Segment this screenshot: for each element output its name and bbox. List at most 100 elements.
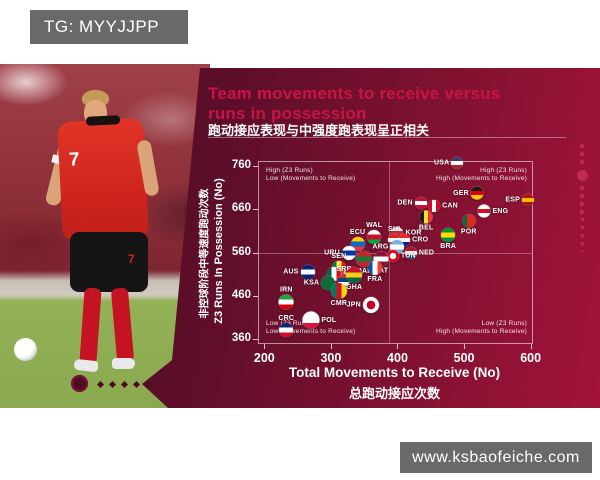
player-right-sock bbox=[110, 287, 135, 363]
y-tick bbox=[253, 165, 258, 167]
team-point-usa: USA bbox=[434, 157, 464, 170]
decor-dot bbox=[579, 159, 585, 165]
football-icon bbox=[14, 338, 37, 361]
y-tick bbox=[253, 209, 258, 211]
decor-dots-column bbox=[570, 140, 594, 265]
x-tick-label: 500 bbox=[453, 351, 475, 365]
chart-subtitle-zh: 跑动接应表现与中强度跑表现呈正相关 bbox=[208, 123, 430, 138]
tg-badge-label: TG: MYYJJPP bbox=[44, 17, 160, 36]
team-label: WAL bbox=[366, 222, 383, 230]
watermark-badge: www.ksbaofeiche.com bbox=[400, 442, 592, 473]
team-label: SEN bbox=[331, 252, 347, 260]
decor-dot bbox=[579, 209, 585, 215]
shirt-number: 7 bbox=[68, 149, 81, 171]
x-tick bbox=[397, 344, 399, 349]
x-tick bbox=[264, 344, 266, 349]
decor-dot bbox=[579, 143, 585, 149]
y-tick bbox=[253, 295, 258, 297]
x-tick bbox=[530, 344, 532, 349]
team-label: ESP bbox=[505, 196, 520, 204]
y-axis-label-zh: 非控球阶段中等速度跑动次数 bbox=[199, 188, 211, 319]
decor-dot bbox=[580, 241, 584, 246]
team-label: USA bbox=[434, 159, 450, 167]
analytics-panel: Team movements to receive versus runs in… bbox=[142, 68, 600, 408]
player-shorts: 7 bbox=[70, 232, 148, 292]
x-axis-label-zh: 总跑动接应次数 bbox=[348, 386, 440, 401]
x-axis-label: Total Movements to Receive (No) bbox=[288, 365, 501, 380]
team-point-por: POR bbox=[461, 214, 476, 236]
watermark-label: www.ksbaofeiche.com bbox=[412, 448, 580, 466]
pagination-dot bbox=[120, 380, 129, 389]
team-label: BRA bbox=[440, 243, 456, 251]
team-label: POR bbox=[460, 228, 477, 236]
quadrant-label-top-left: High (Z3 Runs) Low (Movements to Receive… bbox=[266, 167, 356, 182]
shorts-number: 7 bbox=[128, 252, 135, 266]
team-point-fra: FRA bbox=[367, 260, 382, 283]
pagination-dot bbox=[96, 380, 105, 389]
plot-area: High (Z3 Runs) Low (Movements to Receive… bbox=[232, 157, 541, 365]
team-label: ECU bbox=[349, 228, 366, 236]
chart-title-line1: Team movements to receive versus bbox=[208, 84, 501, 103]
player-photo: 7 7 bbox=[0, 64, 210, 408]
team-label: CRC bbox=[278, 315, 295, 322]
team-label: GHA bbox=[346, 284, 363, 292]
y-tick-label: 660 bbox=[231, 202, 251, 215]
team-label: MAR bbox=[355, 268, 373, 276]
x-tick-label: 300 bbox=[320, 351, 342, 365]
x-tick-label: 400 bbox=[387, 351, 408, 365]
decor-dot bbox=[579, 193, 585, 199]
team-point-ecu: ECU bbox=[350, 229, 365, 251]
y-tick-label: 760 bbox=[231, 158, 251, 171]
pagination-dot bbox=[144, 380, 153, 389]
y-tick bbox=[253, 252, 258, 254]
x-tick bbox=[464, 344, 466, 349]
player-left-sock bbox=[79, 287, 102, 365]
decor-dot bbox=[580, 233, 584, 238]
x-tick-label: 200 bbox=[253, 351, 275, 365]
decor-dot bbox=[579, 151, 585, 157]
chart-title-line2: runs in possession bbox=[208, 104, 367, 123]
decor-dot bbox=[579, 201, 585, 207]
chart-title: Team movements to receive versus runs in… bbox=[208, 84, 500, 124]
team-point-jpn: JPN bbox=[347, 296, 379, 313]
y-tick bbox=[253, 339, 258, 341]
decor-dot bbox=[579, 217, 585, 222]
pagination-decor bbox=[71, 375, 191, 393]
pagination-dot bbox=[132, 380, 141, 389]
team-label: AUS bbox=[283, 268, 299, 276]
decor-dot bbox=[579, 225, 585, 230]
team-label: URU bbox=[324, 249, 340, 257]
y-tick-label: 560 bbox=[231, 245, 251, 258]
team-label: GER bbox=[453, 189, 469, 197]
quadrant-label-bottom-right: Low (Z3 Runs) High (Movements to Receive… bbox=[435, 320, 527, 335]
team-point-ned: NED bbox=[404, 247, 434, 260]
team-label: CAN bbox=[442, 202, 458, 210]
team-point-cmr: CMR bbox=[331, 282, 347, 307]
team-label: CRO bbox=[412, 236, 429, 243]
team-point-esp: ESP bbox=[505, 194, 534, 207]
team-label: NED bbox=[418, 249, 435, 257]
shirt-collar bbox=[85, 115, 121, 126]
team-point-den: DEN bbox=[397, 197, 427, 210]
title-divider-line bbox=[208, 137, 566, 138]
team-label: SRB bbox=[336, 265, 352, 273]
team-label: KSA bbox=[303, 279, 320, 287]
soccer-ball-icon bbox=[71, 375, 88, 392]
team-point-bel: BEL bbox=[419, 210, 433, 232]
team-point-crc: CRC bbox=[278, 315, 294, 337]
decor-dot bbox=[580, 249, 584, 253]
x-tick bbox=[330, 344, 332, 349]
team-label: KOR bbox=[405, 229, 422, 237]
y-tick-label: 460 bbox=[231, 288, 251, 301]
player-shirt: 7 bbox=[56, 117, 150, 241]
team-point-irn: IRN bbox=[278, 286, 294, 310]
team-point-wal: WAL bbox=[366, 222, 382, 245]
team-point-aus: AUS bbox=[283, 264, 315, 279]
team-label: POL bbox=[321, 316, 337, 324]
team-point-uru: URU bbox=[324, 246, 356, 261]
player-right-boot bbox=[112, 358, 135, 369]
team-label: IRN bbox=[279, 286, 293, 294]
team-label: FRA bbox=[367, 275, 383, 283]
decor-dot-large bbox=[576, 170, 588, 181]
